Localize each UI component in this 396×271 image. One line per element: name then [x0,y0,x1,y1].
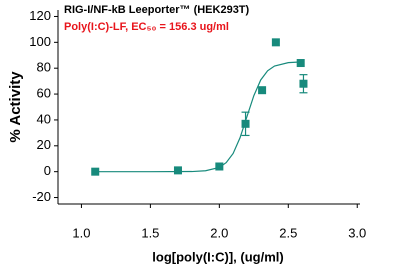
x-tick-label: 2.0 [210,225,228,240]
data-point [271,38,280,47]
data-point [241,119,250,128]
x-tick-label: 1.0 [72,225,90,240]
y-tick-label: 20 [37,137,51,152]
y-tick-label: 40 [37,111,51,126]
fit-curve [95,61,303,173]
chart-title: RIG-I/NF-kB Leeporter™ (HEK293T) [64,4,250,16]
chart-subtitle: Poly(I:C)-LF, EC₅₀ = 156.3 ug/ml [64,21,229,33]
data-point [215,162,224,171]
data-point [258,86,267,95]
data-point [296,59,305,68]
y-tick-label: 0 [44,163,51,178]
y-tick-label: 100 [29,34,51,49]
y-tick-label: 80 [37,60,51,75]
y-axis-label: % Activity [7,71,24,143]
data-point [299,79,308,88]
x-tick-label: 1.5 [141,225,159,240]
x-tick-label: 2.5 [279,225,297,240]
x-tick-label: 3.0 [348,225,366,240]
x-axis-label: log[poly(I:C)], (ug/ml) [152,249,283,264]
y-tick-label: -20 [32,189,51,204]
y-tick-label: 60 [37,86,51,101]
data-point [173,166,182,175]
y-tick-label: 120 [29,8,51,23]
